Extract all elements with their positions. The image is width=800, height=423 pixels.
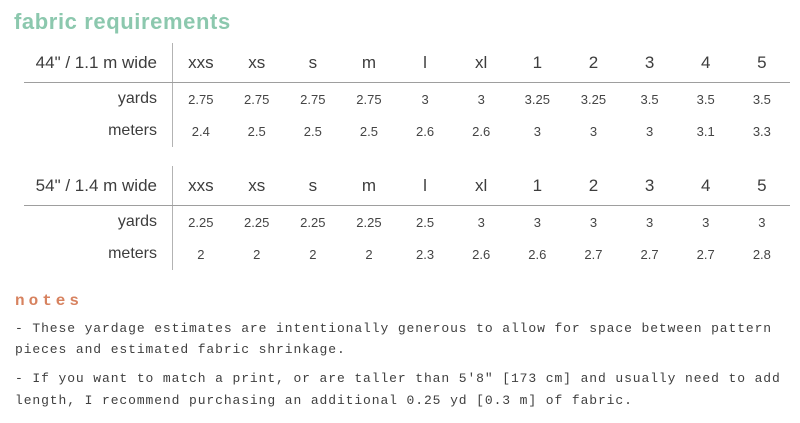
size-header-cell: 3 [621,166,678,207]
notes-heading: notes [15,292,84,311]
size-header-cell: s [284,166,341,207]
row-label: meters [24,238,173,271]
row-label: yards [24,205,173,239]
value-cell: 2.5 [416,214,435,230]
note-item: - If you want to match a print, or are t… [15,371,781,408]
table-row: meters 2.4 2.5 2.5 2.5 2.6 2.6 3 3 3 3.1 3.3 [24,115,790,148]
value-cell: 3.1 [696,123,715,139]
size-header-cell: 4 [677,166,734,207]
size-header-cell: xl [453,166,510,207]
value-cell: 2.5 [247,123,266,139]
value-cell: 2.4 [191,123,210,139]
size-header-cell: 1 [509,166,566,207]
size-header-cell: xxs [172,166,229,207]
value-cell: 2 [197,246,205,262]
value-cell: 2.7 [696,246,715,262]
size-header-cell: 2 [565,43,622,84]
table-row: yards 2.75 2.75 2.75 2.75 3 3 3.25 3.25 3.5 3.5 3.5 [24,82,790,116]
size-header-cell: xxs [172,43,229,84]
row-label: meters [24,115,173,148]
value-cell: 2.6 [472,123,491,139]
size-header-row: 54" / 1.4 m wide xxs xs s m l xl 1 2 3 4 5 [24,166,790,207]
value-cell: 2 [365,246,373,262]
value-cell: 3.25 [524,91,550,107]
size-header-cell: 3 [621,43,678,84]
size-header-cell: 5 [733,43,790,84]
size-header-row: 44" / 1.1 m wide xxs xs s m l xl 1 2 3 4 5 [24,43,790,84]
value-cell: 2 [253,246,261,262]
width-label: 54" / 1.4 m wide [24,166,173,207]
value-cell: 3 [758,214,766,230]
size-header-cell: xl [453,43,510,84]
value-cell: 2.75 [244,91,270,107]
value-cell: 3 [645,214,654,230]
value-cell: 2.75 [356,91,382,107]
value-cell: 2.7 [584,246,603,262]
size-header-cell: xs [228,43,285,84]
value-cell: 2.75 [188,91,214,107]
fabric-table: 54" / 1.4 m wide xxs xs s m l xl 1 2 3 4 5 yards 2.25… [24,166,790,271]
value-cell: 2.6 [416,123,435,139]
page-title: fabric requirements [14,9,231,34]
size-header-cell: 4 [677,43,734,84]
table-row: yards 2.25 2.25 2.25 2.25 2.5 3 3 3 3 3 3 [24,205,790,239]
size-header-cell: m [340,43,397,84]
value-cell: 3.3 [752,123,771,139]
value-cell: 3 [477,91,485,107]
size-header-cell: xs [228,166,285,207]
value-cell: 3 [589,123,598,139]
value-cell: 3 [533,214,541,230]
notes-list: - These yardage estimates are intentiona… [0,314,800,412]
value-cell: 2.25 [300,214,326,230]
fabric-table: 44" / 1.1 m wide xxs xs s m l xl 1 2 3 4 5 yards 2.75… [24,43,790,148]
value-cell: 3.5 [752,91,771,107]
value-cell: 2.75 [300,91,326,107]
size-header-cell: l [397,43,454,84]
value-cell: 3 [533,123,541,139]
size-header-cell: 2 [565,166,622,207]
size-header-cell: m [340,166,397,207]
value-cell: 2.3 [416,246,435,262]
value-cell: 2.25 [244,214,270,230]
value-cell: 2.7 [640,246,659,262]
width-label: 44" / 1.1 m wide [24,43,173,84]
size-header-cell: l [397,166,454,207]
size-header-cell: 5 [733,166,790,207]
value-cell: 3 [421,91,429,107]
value-cell: 3 [702,214,710,230]
value-cell: 3.5 [696,91,715,107]
value-cell: 2.25 [188,214,214,230]
note-item: - These yardage estimates are intentiona… [15,320,773,358]
value-cell: 3 [477,214,485,230]
value-cell: 3.25 [580,91,607,107]
value-cell: 2.25 [356,214,382,230]
value-cell: 2 [309,246,317,262]
size-header-cell: 1 [509,43,566,84]
value-cell: 3 [589,214,598,230]
value-cell: 2.6 [472,246,491,262]
value-cell: 2.6 [528,246,547,262]
value-cell: 3.5 [640,91,659,107]
row-label: yards [24,82,173,116]
value-cell: 3 [645,123,654,139]
value-cell: 2.8 [752,246,771,262]
value-cell: 2.5 [359,123,378,139]
fabric-tables: 44" / 1.1 m wide xxs xs s m l xl 1 2 3 4 5 yards 2.75… [0,43,800,271]
value-cell: 2.5 [303,123,322,139]
size-header-cell: s [284,43,341,84]
table-row: meters 2 2 2 2 2.3 2.6 2.6 2.7 2.7 2.7 2.8 [24,238,790,271]
